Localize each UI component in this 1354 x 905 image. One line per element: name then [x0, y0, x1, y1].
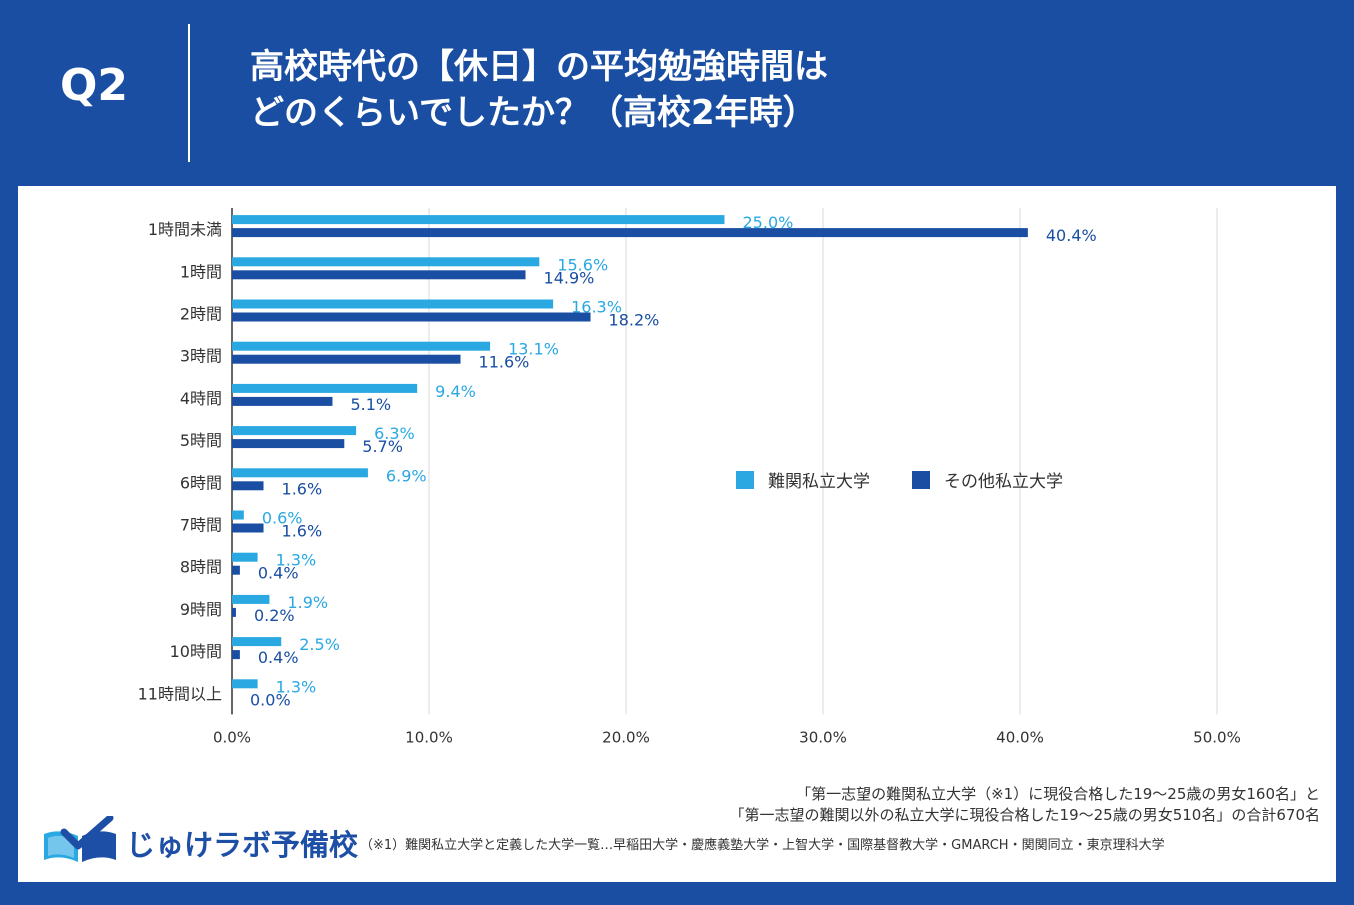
- bar-series1: [232, 468, 368, 478]
- data-label-series2: 40.4%: [1046, 226, 1097, 245]
- category-label: 6時間: [180, 473, 222, 492]
- data-label-series1: 1.9%: [287, 593, 328, 612]
- category-label: 10時間: [170, 642, 222, 661]
- legend-label-series1: 難関私立大学: [768, 472, 870, 492]
- question-number: Q2: [60, 60, 129, 111]
- category-label: 8時間: [180, 558, 222, 577]
- legend-swatch-series2: [912, 471, 930, 489]
- x-tick-label: 0.0%: [213, 728, 251, 746]
- data-label-series2: 11.6%: [479, 353, 530, 372]
- data-label-series2: 5.1%: [350, 395, 391, 414]
- logo-text: じゅけラボ予備校: [126, 828, 359, 862]
- data-label-series1: 0.6%: [262, 509, 303, 528]
- x-tick-label: 50.0%: [1193, 728, 1241, 746]
- bar-series1: [232, 215, 725, 225]
- bar-series1: [232, 510, 244, 520]
- category-label: 9時間: [180, 600, 222, 619]
- category-label: 7時間: [180, 516, 222, 535]
- bar-chart: 0.0% 10.0% 20.0% 30.0% 40.0% 50.0% 1時間未満 25.0% 4…: [138, 208, 1241, 746]
- x-tick-label: 10.0%: [405, 728, 453, 746]
- data-label-series1: 1.3%: [276, 551, 317, 570]
- x-tick-label: 40.0%: [996, 728, 1044, 746]
- data-label-series1: 2.5%: [299, 635, 340, 654]
- x-tick-label: 20.0%: [602, 728, 650, 746]
- category-label: 4時間: [180, 389, 222, 408]
- bar-series1: [232, 637, 282, 647]
- data-label-series2: 0.0%: [250, 690, 291, 709]
- bar-series2: [232, 481, 264, 491]
- x-tick-label: 30.0%: [799, 728, 847, 746]
- bar-series2: [232, 523, 264, 533]
- data-label-series2: 14.9%: [544, 268, 595, 287]
- data-label-series1: 16.3%: [571, 298, 622, 317]
- bar-series1: [232, 426, 357, 436]
- question-title: 高校時代の【休日】の平均勉強時間は どのくらいでしたか？（高校2年時）: [250, 44, 1310, 136]
- data-label-series2: 18.2%: [609, 311, 660, 330]
- bar-series2: [232, 312, 591, 322]
- open-book-check-icon: [44, 814, 116, 862]
- category-label: 5時間: [180, 431, 222, 450]
- data-label-series1: 25.0%: [743, 213, 794, 232]
- bar-series2: [232, 565, 240, 575]
- data-label-series1: 6.3%: [374, 424, 415, 443]
- bar-series2: [232, 396, 333, 406]
- bar-series1: [232, 594, 270, 604]
- category-label: 3時間: [180, 347, 222, 366]
- question-title-line1: 高校時代の【休日】の平均勉強時間は: [250, 47, 828, 87]
- data-label-series1: 9.4%: [435, 382, 476, 401]
- data-label-series1: 13.1%: [508, 340, 559, 359]
- bar-series1: [232, 257, 540, 267]
- footnote: （※1）難関私立大学と定義した大学一覧…早稲田大学・慶應義塾大学・上智大学・国際…: [360, 838, 1165, 853]
- data-label-series1: 1.3%: [276, 677, 317, 696]
- bar-series2: [232, 650, 240, 660]
- category-label: 1時間未満: [148, 220, 222, 239]
- category-label: 1時間: [180, 262, 222, 281]
- source-line1: 「第一志望の難関私立大学（※1）に現役合格した19～25歳の男女160名」と: [796, 785, 1320, 803]
- data-label-series2: 0.4%: [258, 564, 299, 583]
- question-title-line2: どのくらいでしたか？（高校2年時）: [250, 93, 817, 133]
- survey-source: 「第一志望の難関私立大学（※1）に現役合格した19～25歳の男女160名」と 「…: [420, 784, 1320, 826]
- bar-series1: [232, 341, 491, 351]
- bar-series2: [232, 270, 526, 280]
- bar-series1: [232, 679, 258, 689]
- bar-series1: [232, 383, 418, 393]
- header-divider: [188, 24, 190, 162]
- category-label: 11時間以上: [138, 684, 222, 703]
- legend-swatch-series1: [736, 471, 754, 489]
- bar-series2: [232, 607, 236, 617]
- data-label-series2: 1.6%: [282, 522, 323, 541]
- bar-series2: [232, 354, 461, 364]
- category-label: 2時間: [180, 305, 222, 324]
- bar-series1: [232, 299, 554, 309]
- legend-label-series2: その他私立大学: [944, 472, 1063, 492]
- data-label-series2: 5.7%: [362, 437, 403, 456]
- brand-logo: じゅけラボ予備校: [40, 814, 358, 866]
- bar-series1: [232, 552, 258, 562]
- data-label-series2: 0.4%: [258, 648, 299, 667]
- chart-panel: 0.0% 10.0% 20.0% 30.0% 40.0% 50.0% 1時間未満 25.0% 4…: [18, 186, 1336, 882]
- bar-series2: [232, 439, 345, 449]
- source-line2: 「第一志望の難関以外の私立大学に現役合格した19～25歳の男女510名」の合計6…: [729, 806, 1320, 824]
- data-label-series1: 6.9%: [386, 466, 427, 485]
- data-label-series1: 15.6%: [557, 255, 608, 274]
- data-label-series2: 0.2%: [254, 606, 295, 625]
- data-label-series2: 1.6%: [282, 479, 323, 498]
- bar-series2: [232, 228, 1028, 238]
